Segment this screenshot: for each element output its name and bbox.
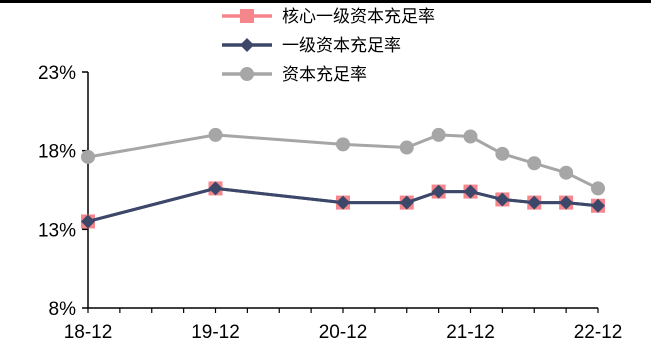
legend-item: 资本充足率: [222, 65, 367, 85]
data-point: [431, 184, 446, 199]
data-point: [431, 127, 446, 142]
data-point: [81, 214, 95, 229]
x-tick-label: 21-12: [446, 322, 495, 343]
series-2: [81, 127, 605, 196]
data-point: [208, 127, 223, 142]
y-tick-label: 13%: [38, 220, 76, 241]
data-point: [336, 137, 350, 152]
series-line: [87, 133, 599, 190]
top-border-line: [0, 0, 651, 3]
legend-marker: [240, 9, 254, 23]
data-point: [495, 192, 510, 207]
y-axis-ticks: 8% 13% 18% 23%: [38, 63, 88, 320]
series-1: [81, 181, 605, 229]
data-point: [463, 184, 478, 199]
series-layer: [81, 127, 605, 229]
legend-item: 核心一级资本充足率: [222, 7, 435, 27]
series-line: [87, 186, 599, 223]
y-tick-label: 18%: [38, 142, 76, 163]
data-point: [208, 181, 223, 196]
data-point: [527, 156, 542, 171]
legend-label: 一级资本充足率: [282, 36, 401, 56]
legend-item: 一级资本充足率: [222, 36, 401, 56]
data-point: [399, 140, 414, 155]
data-point: [591, 198, 605, 213]
data-point: [463, 129, 478, 144]
legend-label: 核心一级资本充足率: [282, 7, 435, 27]
data-point: [559, 165, 574, 180]
chart-axes: [87, 72, 598, 309]
legend-marker: [240, 38, 254, 52]
x-axis-ticks: 18-12 19-12 20-12 21-12 22-12: [64, 308, 623, 343]
data-point: [495, 146, 510, 161]
data-point: [336, 195, 350, 210]
x-tick-label: 18-12: [64, 322, 113, 343]
x-tick-label: 19-12: [191, 322, 240, 343]
x-tick-label: 20-12: [319, 322, 368, 343]
legend-marker: [240, 67, 254, 81]
y-tick-label: 8%: [49, 299, 77, 320]
data-point: [81, 149, 95, 164]
x-tick-label: 22-12: [574, 322, 623, 343]
data-point: [559, 195, 574, 210]
data-point: [399, 195, 414, 210]
data-point: [527, 195, 542, 210]
legend-label: 资本充足率: [282, 65, 367, 85]
data-point: [591, 181, 605, 196]
y-tick-label: 23%: [38, 63, 76, 84]
